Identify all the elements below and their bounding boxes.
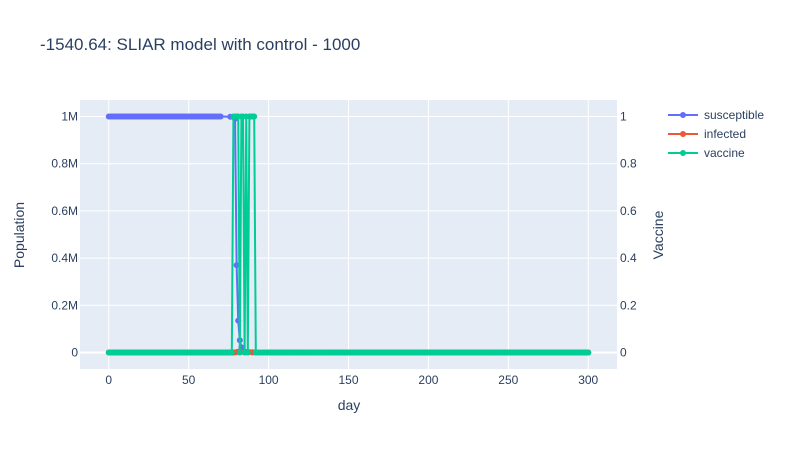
series-vaccine xyxy=(105,113,592,356)
legend-marker-susceptible xyxy=(680,112,686,118)
legend-label-vaccine: vaccine xyxy=(704,146,745,160)
data-point-vaccine xyxy=(244,349,251,356)
y-tick-label: 0.2M xyxy=(51,298,78,312)
y2-tick-label: 0.8 xyxy=(620,157,637,171)
y2-tick-label: 0 xyxy=(620,345,627,359)
legend[interactable]: susceptible infected vaccine xyxy=(668,108,764,160)
y-tick-label: 0 xyxy=(71,345,78,359)
legend-label-susceptible: susceptible xyxy=(704,108,764,122)
y-tick-label: 1M xyxy=(61,110,78,124)
y2-tick-label: 0.4 xyxy=(620,251,637,265)
y2-axis-title: Vaccine xyxy=(650,210,666,259)
x-tick-label: 200 xyxy=(418,373,438,387)
y2-tick-label: 1 xyxy=(620,110,627,124)
y2-tick-label: 0.2 xyxy=(620,298,637,312)
x-tick-label: 300 xyxy=(578,373,598,387)
y-tick-label: 0.8M xyxy=(51,157,78,171)
data-point-vaccine xyxy=(251,113,258,120)
tick-labels: 0 50 100 150 200 250 300 0 0.2M 0.4M 0.6M 0.8M 1M 0 0.… xyxy=(51,110,637,387)
legend-marker-infected xyxy=(680,131,686,137)
y2-tick-label: 0.6 xyxy=(620,204,637,218)
y-tick-label: 0.6M xyxy=(51,204,78,218)
y-axis-title: Population xyxy=(11,202,27,268)
legend-item-vaccine[interactable]: vaccine xyxy=(668,146,745,160)
x-tick-label: 150 xyxy=(338,373,358,387)
data-point-vaccine xyxy=(227,349,234,356)
legend-marker-vaccine xyxy=(680,150,686,156)
x-axis-title: day xyxy=(338,397,361,413)
data-point-vaccine xyxy=(236,349,243,356)
data-point-susceptible xyxy=(216,113,223,120)
legend-item-susceptible[interactable]: susceptible xyxy=(668,108,764,122)
x-tick-label: 50 xyxy=(182,373,196,387)
x-tick-label: 100 xyxy=(259,373,279,387)
y-tick-label: 0.4M xyxy=(51,251,78,265)
legend-item-infected[interactable]: infected xyxy=(668,127,746,141)
series-layer xyxy=(105,113,592,356)
data-point-susceptible xyxy=(233,262,240,269)
x-tick-label: 0 xyxy=(105,373,112,387)
chart-title: -1540.64: SLIAR model with control - 100… xyxy=(40,35,360,54)
data-point-vaccine xyxy=(583,349,590,356)
legend-label-infected: infected xyxy=(704,127,746,141)
x-tick-label: 250 xyxy=(498,373,518,387)
